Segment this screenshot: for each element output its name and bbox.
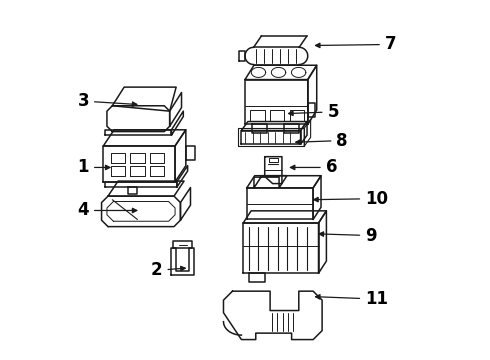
Text: 8: 8: [296, 131, 348, 149]
Text: 9: 9: [319, 226, 377, 244]
Text: 10: 10: [314, 190, 388, 208]
Text: 11: 11: [316, 290, 388, 308]
Text: 3: 3: [77, 92, 137, 110]
Text: 5: 5: [289, 103, 339, 121]
Text: 4: 4: [77, 202, 137, 220]
Text: 1: 1: [77, 158, 110, 176]
Text: 2: 2: [151, 261, 185, 279]
Text: 6: 6: [291, 158, 337, 176]
Text: 7: 7: [316, 35, 396, 53]
